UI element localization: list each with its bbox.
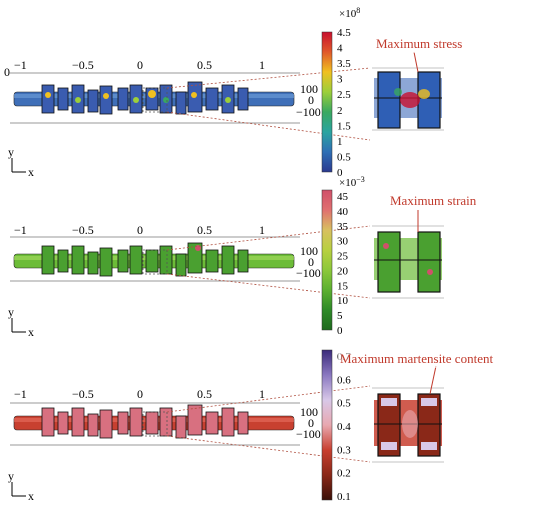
- colorbar-tick-label: 20: [337, 265, 349, 277]
- y-tick-label: −100: [296, 105, 321, 119]
- x-tick-label: 0: [137, 223, 143, 237]
- colorbar-tick-label: 0.6: [337, 374, 351, 386]
- axis-label-x: x: [28, 165, 34, 179]
- callout-backdrop: [384, 192, 510, 210]
- colorbar-tick-label: 35: [337, 221, 349, 233]
- y-tick-label: −100: [296, 427, 321, 441]
- x-tick-label: 0.5: [197, 387, 212, 401]
- callout-label: Maximum martensite content: [340, 351, 493, 366]
- axis-label-y: y: [8, 305, 14, 319]
- axis-label-x: x: [28, 325, 34, 339]
- colorbar-tick-label: 3: [337, 74, 343, 86]
- colorbar-tick-label: 10: [337, 295, 349, 307]
- x-tick-label: 1: [259, 387, 265, 401]
- colorbar-tick-label: 2.5: [337, 89, 351, 101]
- x-tick-label: 0.5: [197, 58, 212, 72]
- colorbar-tick-label: 30: [337, 236, 349, 248]
- x-tick-label: 0: [137, 58, 143, 72]
- crank-webs: [41, 81, 249, 115]
- colorbar-tick-label: 45: [337, 191, 349, 203]
- x-tick-label: −1: [14, 58, 27, 72]
- panel-stress: 0 −1 −0.5 0 0.5 1 100 0 −100: [4, 6, 496, 179]
- y-tick-label: 100: [300, 244, 318, 258]
- colorbar-tick-label: 25: [337, 251, 349, 263]
- y-tick-label: 0: [308, 255, 314, 269]
- callout-pointer: [413, 51, 419, 73]
- zoom-inset-strain: [372, 225, 444, 299]
- colorbar-tick-label: 0: [337, 167, 343, 179]
- callout-pointer: [429, 365, 437, 395]
- colorbar-tick-label: 0.4: [337, 421, 351, 433]
- callout-label: Maximum stress: [376, 36, 462, 51]
- x-tick-label: 0.5: [197, 223, 212, 237]
- colorbar-tick-label: 4.5: [337, 27, 351, 39]
- colorbar: [321, 189, 333, 331]
- callout-label: Maximum strain: [390, 193, 477, 208]
- colorbar: [321, 31, 333, 173]
- colorbar-tick-label: 40: [337, 206, 349, 218]
- axis-label-y: y: [8, 145, 14, 159]
- colorbar-ticks: 0.70.60.50.40.30.20.1: [337, 351, 351, 503]
- y-tick-label: 0: [308, 416, 314, 430]
- colorbar-multiplier: ×108: [339, 6, 360, 20]
- colorbar-tick-label: 0.5: [337, 398, 351, 410]
- panel-martensite: −1 −0.5 0 0.5 1 100 0 −100 y x 0.70.60.5…: [8, 349, 548, 503]
- x-tick-label: 1: [259, 223, 265, 237]
- zoom-inset-martensite: [372, 387, 444, 463]
- y-tick-label: −100: [296, 266, 321, 280]
- colorbar-ticks: 4.5 4 3.5 3 2.5 2 1.5 1 0.5 0: [337, 27, 351, 179]
- y-tick-label: 100: [300, 82, 318, 96]
- colorbar-tick-label: 1: [337, 136, 343, 148]
- y-tick-label: 0: [308, 93, 314, 107]
- y-tick-label: 100: [300, 405, 318, 419]
- colorbar-tick-label: 0.5: [337, 151, 351, 163]
- zoom-region: [142, 87, 168, 113]
- colorbar-multiplier: ×10−3: [339, 175, 365, 189]
- leader-line: [166, 67, 371, 89]
- x-tick-label: −0.5: [72, 387, 94, 401]
- colorbar-tick-label: 0.1: [337, 491, 351, 503]
- colorbar-tick-label: 0: [337, 325, 343, 337]
- x-tick-label: 1: [259, 58, 265, 72]
- x-tick-label: 0: [137, 387, 143, 401]
- panel-strain: −1 −0.5 0 0.5 1 100 0 −100 y x ×10−3 454…: [8, 175, 510, 339]
- colorbar-tick-label: 0.2: [337, 468, 351, 480]
- crank-webs: [41, 404, 249, 439]
- colorbar-tick-label: 1.5: [337, 120, 351, 132]
- axis-label-x: x: [28, 489, 34, 503]
- axis-label-y: y: [8, 469, 14, 483]
- crank-webs: [41, 242, 249, 277]
- x-tick-label: −1: [14, 387, 27, 401]
- x-tick-label: −1: [14, 223, 27, 237]
- colorbar-tick-label: 0.3: [337, 444, 351, 456]
- zero-label: 0: [4, 65, 10, 79]
- zoom-region: [142, 411, 168, 437]
- colorbar: [321, 349, 333, 501]
- colorbar-tick-label: 2: [337, 105, 343, 117]
- zoom-inset-stress: [372, 67, 444, 131]
- colorbar-tick-label: 4: [337, 43, 343, 55]
- colorbar-tick-label: 5: [337, 310, 343, 322]
- callout-backdrop: [338, 350, 548, 368]
- zoom-region: [142, 249, 168, 275]
- callout-backdrop: [372, 35, 496, 53]
- x-tick-label: −0.5: [72, 58, 94, 72]
- colorbar-tick-label: 15: [337, 280, 349, 292]
- colorbar-tick-label: 3.5: [337, 58, 351, 70]
- x-tick-label: −0.5: [72, 223, 94, 237]
- stress-hotspots: [45, 90, 231, 103]
- colorbar-ticks: 45 40 35 30 25 20 15 10 5 0: [337, 191, 349, 337]
